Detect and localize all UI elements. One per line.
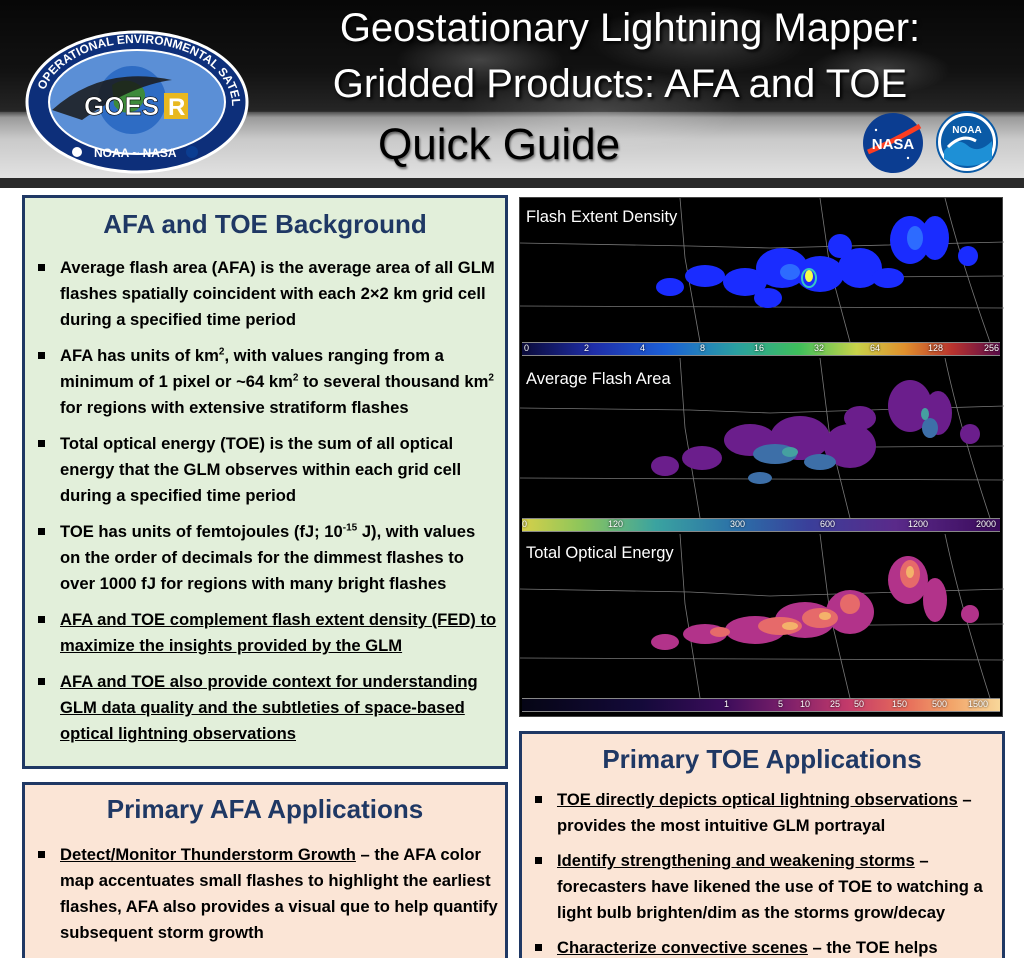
afa-colorbar: 0 120 300 600 1200 2000 bbox=[522, 518, 1000, 532]
toe-title: Total Optical Energy bbox=[526, 544, 674, 562]
toe-applications-panel: Primary TOE Applications TOE directly de… bbox=[519, 731, 1005, 958]
quick-guide-title: Quick Guide bbox=[378, 120, 621, 169]
afa-applications-panel: Primary AFA Applications Detect/Monitor … bbox=[22, 782, 508, 958]
svg-text:NOAA: NOAA bbox=[952, 125, 981, 136]
list-item: Average flash area (AFA) is the average … bbox=[38, 255, 500, 333]
title-line-1: Geostationary Lightning Mapper: bbox=[339, 6, 921, 50]
list-item: Identify strengthening and weakening sto… bbox=[535, 848, 997, 926]
afa-map: Average Flash Area bbox=[520, 358, 1004, 518]
afa-applications-title: Primary AFA Applications bbox=[106, 794, 424, 824]
background-list: Average flash area (AFA) is the average … bbox=[38, 255, 500, 747]
toe-map: Total Optical Energy bbox=[520, 534, 1004, 698]
fed-map: Flash Extent Density bbox=[520, 198, 1004, 342]
background-panel-title: AFA and TOE Background bbox=[103, 209, 427, 239]
header-divider bbox=[0, 178, 1024, 188]
svg-text:NOAA ~ NASA: NOAA ~ NASA bbox=[94, 146, 177, 160]
list-item: AFA and TOE complement flash extent dens… bbox=[38, 607, 500, 659]
svg-text:NASA: NASA bbox=[872, 136, 915, 153]
fed-colorbar: 0 2 4 8 16 32 64 128 256 bbox=[522, 342, 1000, 356]
header-banner: OPERATIONAL ENVIRONMENTAL SATELLITE GOES… bbox=[0, 0, 1024, 178]
list-item: TOE has units of femtojoules (fJ; 10-15 … bbox=[38, 519, 500, 597]
list-item: Total optical energy (TOE) is the sum of… bbox=[38, 431, 500, 509]
list-item: AFA has units of km2, with values rangin… bbox=[38, 343, 500, 421]
toe-colorbar: 1 5 10 25 50 150 500 1500 bbox=[522, 698, 1000, 712]
list-item: AFA and TOE also provide context for und… bbox=[38, 669, 500, 747]
toe-applications-list: TOE directly depicts optical lightning o… bbox=[535, 787, 997, 958]
afa-applications-list: Detect/Monitor Thunderstorm Growth – the… bbox=[38, 842, 500, 946]
glm-map-imagery: Flash Extent Density 0 2 4 8 16 32 64 12… bbox=[519, 197, 1004, 717]
list-item: TOE directly depicts optical lightning o… bbox=[535, 787, 997, 839]
background-panel: AFA and TOE Background Average flash are… bbox=[22, 195, 508, 769]
noaa-logo: NOAA bbox=[936, 111, 998, 173]
goes-logo-text: GOES bbox=[84, 91, 159, 121]
svg-text:R: R bbox=[168, 94, 185, 121]
fed-title: Flash Extent Density bbox=[526, 208, 678, 226]
goes-r-logo: OPERATIONAL ENVIRONMENTAL SATELLITE GOES… bbox=[22, 25, 249, 174]
nasa-logo: NASA bbox=[863, 113, 923, 173]
toe-applications-title: Primary TOE Applications bbox=[602, 744, 922, 774]
list-item: Detect/Monitor Thunderstorm Growth – the… bbox=[38, 842, 500, 946]
afa-title: Average Flash Area bbox=[526, 370, 671, 388]
list-item: Characterize convective scenes – the TOE… bbox=[535, 935, 997, 958]
title-line-2: Gridded Products: AFA and TOE bbox=[332, 62, 908, 106]
